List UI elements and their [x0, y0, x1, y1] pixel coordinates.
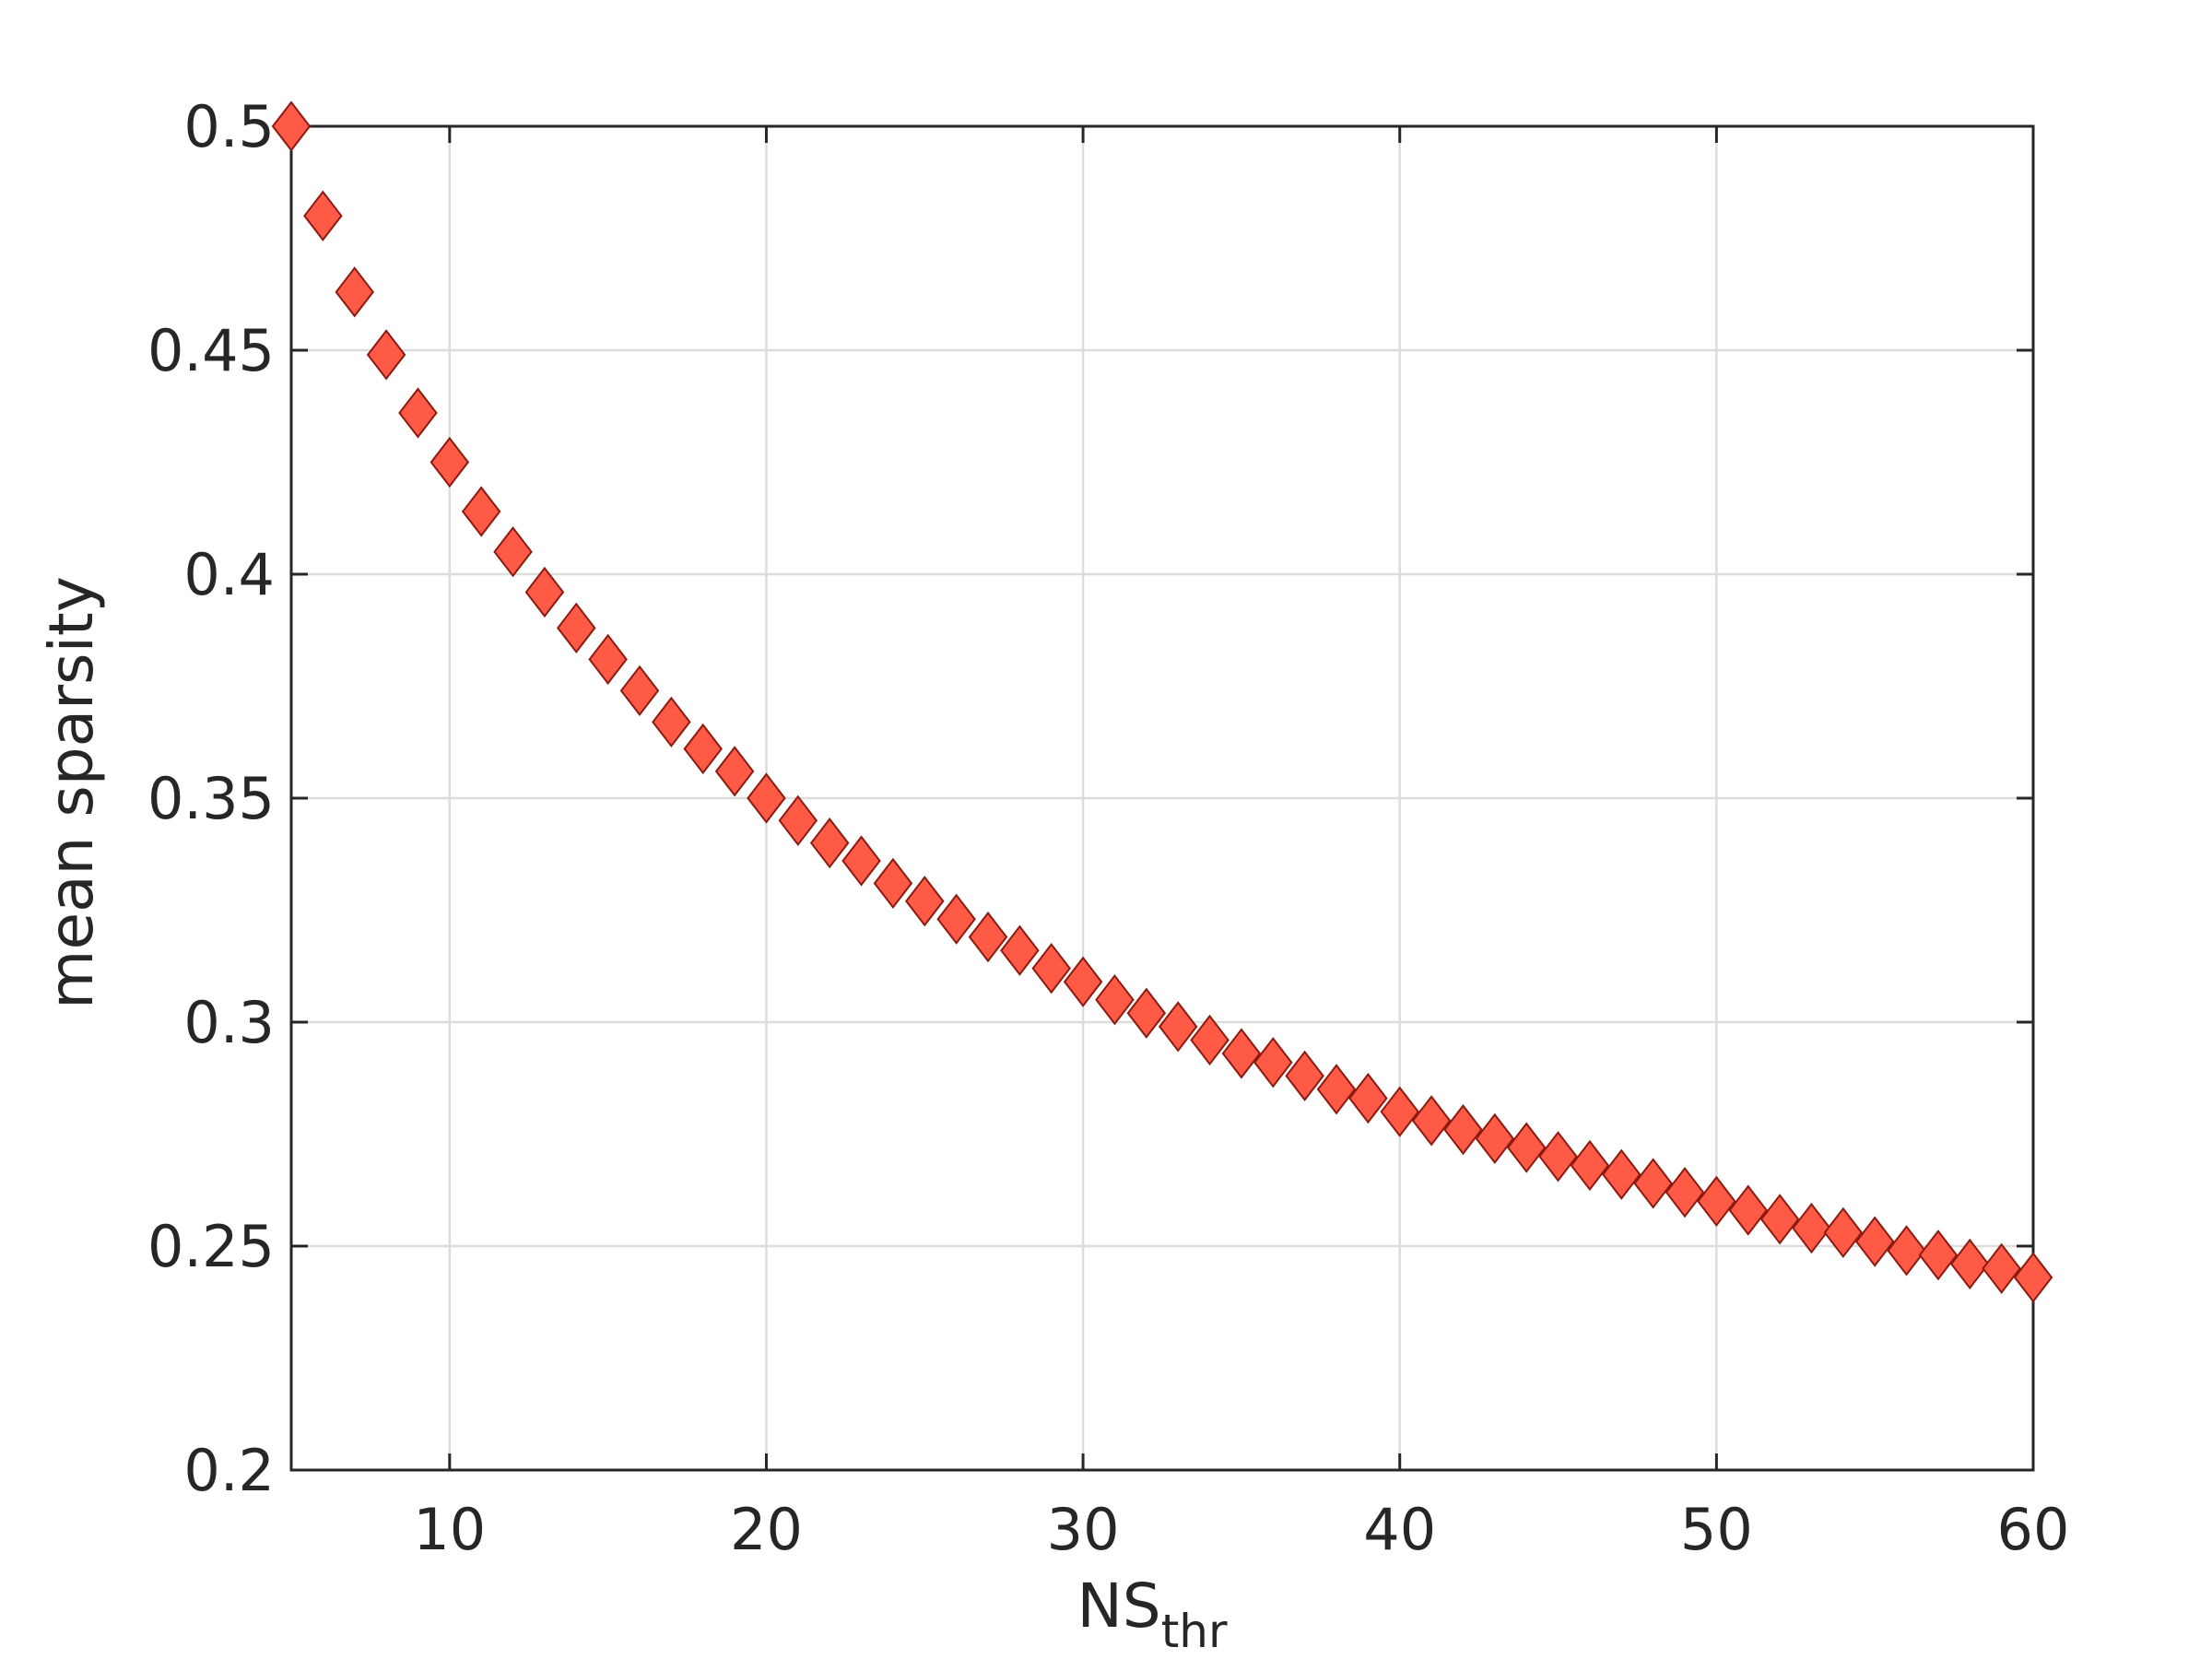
- y-tick-label: 0.3: [183, 989, 275, 1056]
- data-point: [1316, 1064, 1357, 1115]
- data-point: [524, 566, 565, 618]
- data-point: [2013, 1252, 2053, 1303]
- y-tick-label: 0.5: [183, 93, 275, 160]
- data-point: [271, 100, 312, 152]
- y-tick-label: 0.35: [147, 765, 275, 832]
- data-point: [1348, 1072, 1388, 1124]
- data-point: [652, 696, 691, 748]
- data-point: [493, 526, 533, 578]
- grid-layer: [291, 124, 2035, 1472]
- data-point: [1918, 1230, 1959, 1281]
- data-point: [841, 835, 881, 887]
- data-point: [1063, 956, 1103, 1007]
- data-point: [557, 602, 596, 653]
- x-axis-label: NSthr: [1077, 1571, 1228, 1658]
- x-tick-label: 60: [1997, 1496, 2070, 1563]
- data-point: [1854, 1216, 1895, 1267]
- y-axis-label: mean sparsity: [36, 576, 107, 1009]
- tick-layer: 10 20 30 40 50 60 0.2 0.25 0.3 0.35 0.4 0.45 0.5: [147, 93, 2070, 1563]
- x-tick-label: 40: [1363, 1496, 1436, 1563]
- data-point: [619, 665, 660, 717]
- data-point: [366, 329, 406, 381]
- data-point: [588, 633, 628, 685]
- data-point: [1380, 1086, 1419, 1137]
- data-point: [303, 190, 343, 241]
- data-point: [1221, 1028, 1262, 1079]
- data-point: [398, 387, 438, 439]
- data-point: [1982, 1242, 2021, 1294]
- data-point: [1506, 1122, 1547, 1173]
- data-point: [1158, 1001, 1198, 1053]
- y-tick-label: 0.25: [147, 1213, 275, 1280]
- data-point: [461, 486, 501, 537]
- data-point: [1697, 1175, 1736, 1228]
- data-point: [1665, 1167, 1705, 1218]
- y-tick-label: 0.45: [147, 317, 275, 384]
- data-point: [1285, 1050, 1324, 1101]
- x-tick-label: 50: [1680, 1496, 1753, 1563]
- data-point: [1095, 974, 1135, 1026]
- x-tick-label: 20: [730, 1496, 803, 1563]
- data-point: [1602, 1148, 1641, 1200]
- data-point: [1823, 1206, 1864, 1259]
- data-point: [714, 746, 755, 797]
- data-point: [1126, 987, 1167, 1039]
- x-tick-label: 30: [1047, 1496, 1120, 1563]
- data-point: [1570, 1139, 1610, 1192]
- data-point: [1411, 1095, 1452, 1147]
- x-axis-label-main: NS: [1077, 1571, 1160, 1641]
- data-point: [1031, 943, 1071, 994]
- data-point: [429, 436, 470, 488]
- data-point: [1253, 1037, 1293, 1088]
- data-point: [1792, 1202, 1831, 1254]
- x-axis-label-subscript: thr: [1161, 1605, 1228, 1658]
- data-point: [778, 794, 818, 846]
- data-point: [873, 857, 913, 909]
- data-point: [1190, 1014, 1230, 1066]
- y-tick-label: 0.2: [183, 1437, 275, 1504]
- y-tick-label: 0.4: [183, 541, 275, 608]
- data-point: [1538, 1131, 1578, 1182]
- data-point: [809, 817, 850, 869]
- data-point: [1475, 1112, 1515, 1165]
- data-point: [683, 723, 723, 775]
- data-point: [1728, 1184, 1768, 1236]
- data-point: [1443, 1103, 1483, 1156]
- data-point: [936, 893, 976, 945]
- data-point: [905, 876, 945, 927]
- data-point: [1950, 1238, 1990, 1290]
- data-point: [1887, 1225, 1926, 1277]
- data-point: [968, 912, 1008, 963]
- data-point: [1633, 1158, 1673, 1209]
- data-point: [747, 772, 786, 824]
- x-tick-label: 10: [413, 1496, 486, 1563]
- data-point: [335, 266, 374, 318]
- data-point: [1759, 1194, 1800, 1245]
- marker-layer: [271, 100, 2053, 1303]
- data-point: [1000, 924, 1040, 976]
